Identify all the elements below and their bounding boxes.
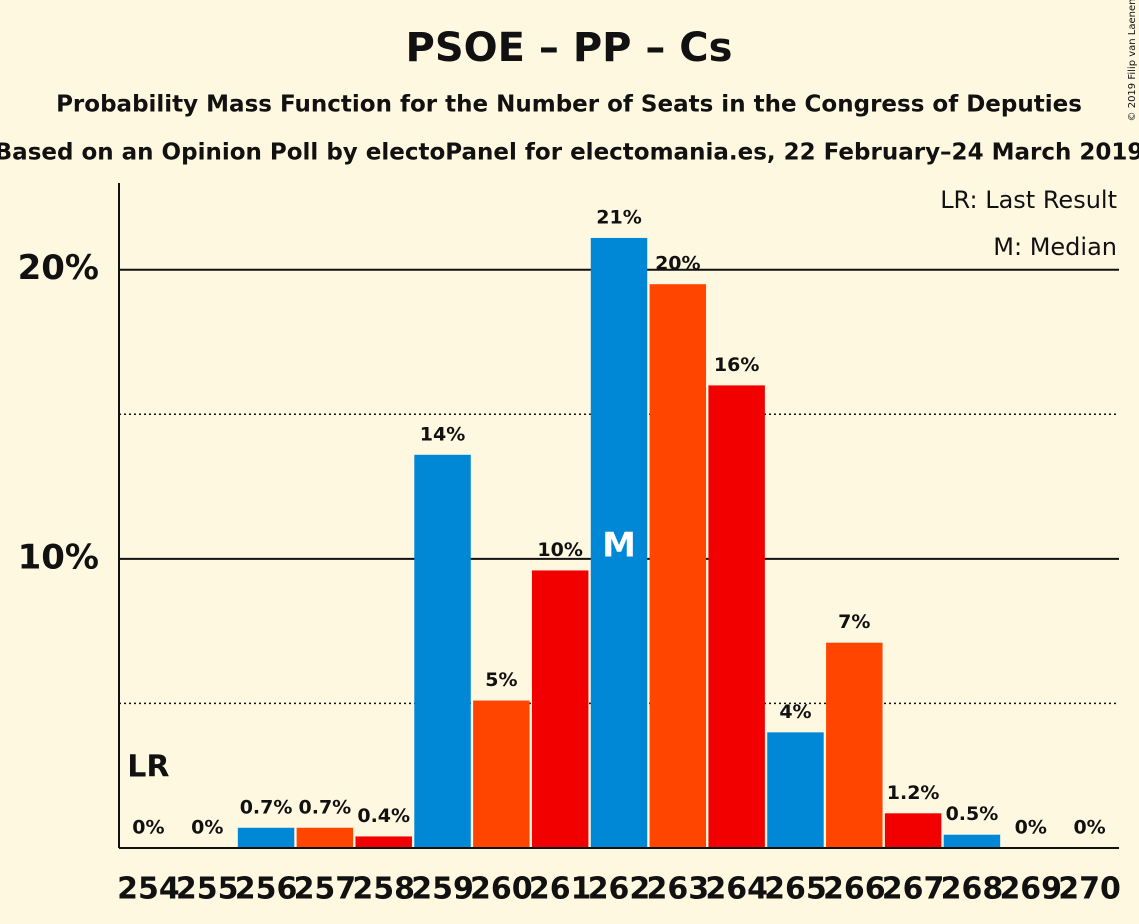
value-label: 14% [420,423,465,445]
bar [473,700,530,848]
chart-subtitle: Probability Mass Function for the Number… [56,92,1082,118]
x-tick-label: 268 [941,872,1004,907]
value-label: 5% [485,669,517,691]
value-label: 21% [596,206,641,228]
value-label: 1.2% [887,782,940,804]
value-label: 16% [714,354,759,376]
x-tick-label: 257 [294,872,357,907]
x-tick-label: 269 [999,872,1062,907]
x-tick-label: 263 [647,872,710,907]
last-result-marker: LR [127,750,169,785]
value-label: 20% [655,253,700,275]
bar [296,827,354,848]
value-label: 0% [1073,817,1105,839]
x-tick-label: 267 [882,872,945,907]
y-tick-label: 10% [18,537,99,577]
x-tick-label: 262 [588,872,651,907]
value-label: 7% [838,611,870,633]
y-tick-label: 20% [18,248,99,288]
bar [414,454,471,848]
x-tick-label: 255 [176,872,239,907]
value-label: 0% [191,817,223,839]
value-label: 0.7% [299,796,352,818]
value-label: 0.4% [357,805,410,827]
bar [826,642,883,848]
bar [237,827,295,848]
bar [767,732,824,848]
copyright: © 2019 Filip van Laenen [1127,0,1138,121]
x-tick-label: 260 [470,872,533,907]
legend-lr: LR: Last Result [940,186,1117,214]
bar [590,237,648,848]
x-tick-label: 256 [235,872,298,907]
x-tick-label: 265 [764,872,827,907]
value-label: 0% [1015,817,1047,839]
median-marker: M [602,526,636,566]
bar [943,834,1001,848]
bar [531,570,589,848]
x-tick-label: 264 [705,872,768,907]
x-tick-label: 270 [1058,872,1121,907]
bar [355,836,412,848]
x-tick-label: 254 [117,872,180,907]
chart-title: PSOE – PP – Cs [406,25,733,71]
chart-subtitle: Based on an Opinion Poll by electoPanel … [0,140,1139,166]
x-tick-label: 266 [823,872,886,907]
bar [649,284,707,848]
value-label: 0% [132,817,164,839]
value-label: 10% [537,539,582,561]
value-label: 0.7% [240,796,293,818]
legend-median: M: Median [993,233,1117,261]
x-tick-label: 261 [529,872,592,907]
x-tick-label: 259 [411,872,474,907]
value-label: 4% [779,701,811,723]
x-tick-label: 258 [352,872,415,907]
bar [884,813,942,848]
value-label: 0.5% [946,803,999,825]
bar [708,385,765,848]
